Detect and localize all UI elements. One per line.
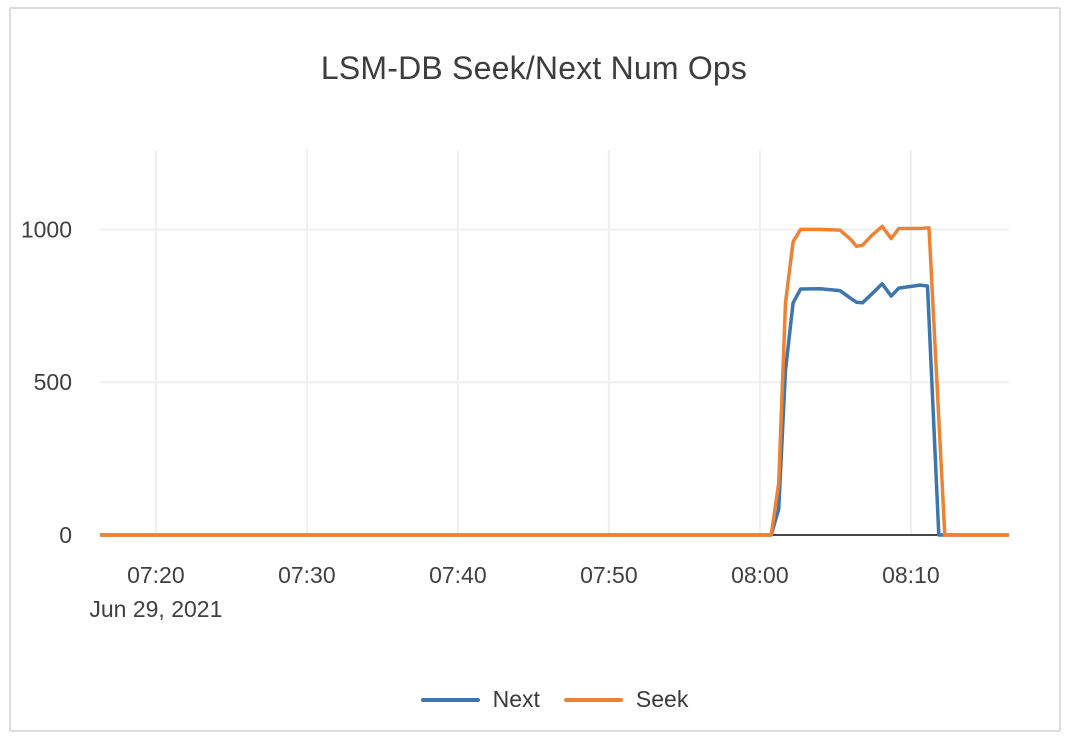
x-axis-date-label: Jun 29, 2021 xyxy=(89,596,222,622)
chart-legend: Next Seek xyxy=(100,686,1009,713)
x-tick-label: 07:20 xyxy=(127,562,185,588)
legend-label-seek: Seek xyxy=(635,686,689,712)
y-tick-label: 0 xyxy=(59,522,72,548)
y-tick-label: 1000 xyxy=(21,216,72,242)
x-tick-label: 07:50 xyxy=(580,562,638,588)
chart-title: LSM-DB Seek/Next Num Ops xyxy=(320,50,748,86)
legend-item-next[interactable]: Next xyxy=(420,686,540,713)
next-series-swatch-icon xyxy=(420,697,480,702)
x-tick-label: 08:00 xyxy=(731,562,789,588)
x-tick-label: 08:10 xyxy=(882,562,940,588)
series-line-seek xyxy=(100,224,1009,537)
series-line-next xyxy=(100,282,1009,537)
legend-item-seek[interactable]: Seek xyxy=(563,686,689,713)
x-tick-label: 07:30 xyxy=(278,562,336,588)
seek-series-swatch-icon xyxy=(563,697,623,702)
legend-label-next: Next xyxy=(492,686,540,712)
y-tick-label: 500 xyxy=(34,369,72,395)
chart-card xyxy=(9,7,1061,732)
x-tick-label: 07:40 xyxy=(429,562,487,588)
